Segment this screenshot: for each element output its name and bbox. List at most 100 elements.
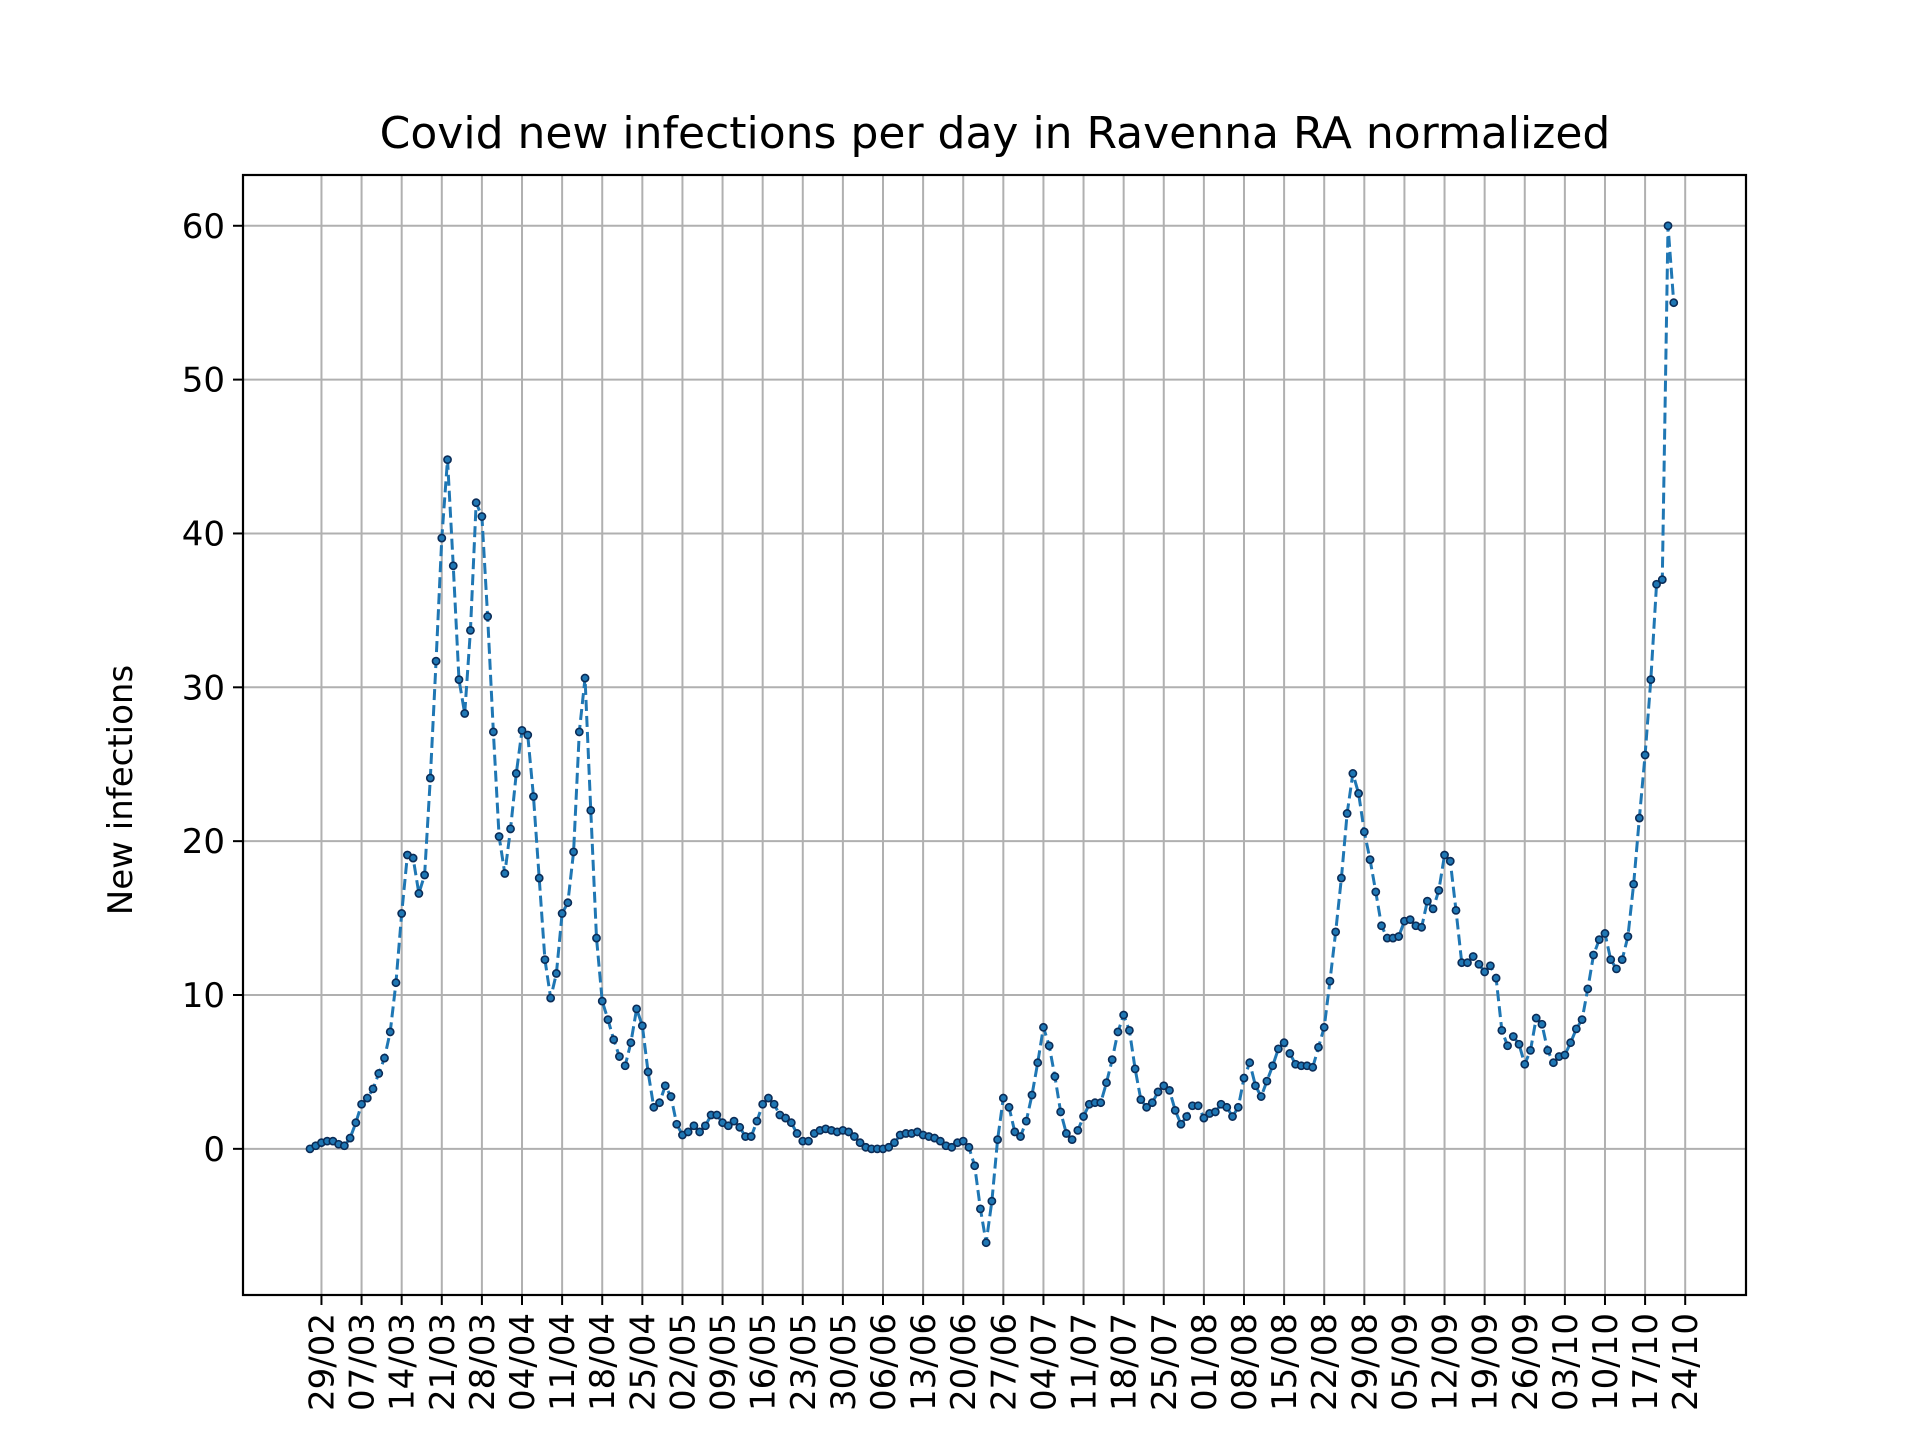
data-point: [569, 847, 578, 857]
data-point: [1193, 1101, 1203, 1111]
data-point: [414, 889, 424, 898]
data-point: [1239, 1073, 1249, 1083]
x-tick-label: 14/03: [383, 1313, 423, 1411]
x-tick-label: 01/08: [1185, 1313, 1225, 1411]
data-point: [1159, 1081, 1169, 1091]
data-point: [1331, 927, 1341, 937]
data-point: [1273, 1044, 1283, 1054]
x-tick-label: 04/07: [1024, 1313, 1064, 1411]
data-point: [420, 870, 429, 880]
data-point: [1245, 1058, 1255, 1068]
data-point: [1520, 1059, 1530, 1069]
data-point: [1508, 1032, 1518, 1041]
data-point: [1440, 850, 1449, 860]
data-point: [1531, 1013, 1541, 1023]
data-point: [385, 1027, 395, 1037]
data-point: [1394, 932, 1404, 941]
data-point: [546, 993, 556, 1003]
data-point: [460, 709, 470, 718]
data-point: [1182, 1112, 1192, 1121]
data-point: [1004, 1102, 1014, 1112]
data-point: [1314, 1042, 1323, 1052]
data-point: [1176, 1119, 1186, 1129]
data-point: [637, 1021, 647, 1031]
data-point: [935, 1136, 945, 1146]
data-point: [592, 933, 601, 943]
data-point: [1422, 896, 1432, 906]
data-point: [1107, 1055, 1117, 1065]
data-point: [643, 1067, 653, 1077]
data-point: [1600, 929, 1610, 938]
x-tick-label: 29/08: [1345, 1313, 1385, 1411]
data-point: [1233, 1102, 1243, 1112]
data-point: [511, 769, 521, 778]
data-point: [1142, 1102, 1151, 1112]
x-tick-label: 17/10: [1626, 1313, 1666, 1411]
data-point: [683, 1127, 693, 1137]
data-point: [660, 1081, 670, 1091]
data-point: [1606, 955, 1616, 965]
data-point: [339, 1141, 349, 1151]
x-tick-label: 23/05: [784, 1313, 824, 1411]
data-point: [368, 1084, 378, 1094]
x-tick-label: 27/06: [984, 1313, 1024, 1411]
data-point: [425, 773, 435, 783]
data-point: [1113, 1027, 1123, 1037]
data-point: [626, 1038, 636, 1048]
data-point: [345, 1133, 355, 1143]
data-point: [1377, 921, 1386, 931]
data-point: [1027, 1090, 1037, 1100]
data-point: [1417, 922, 1427, 932]
data-point: [1056, 1107, 1066, 1117]
data-point: [632, 1004, 642, 1014]
data-point: [1119, 1010, 1129, 1020]
data-point: [1434, 885, 1444, 895]
data-point: [970, 1161, 980, 1171]
data-point: [672, 1119, 682, 1129]
x-tick-label: 20/06: [944, 1313, 984, 1411]
data-point: [488, 727, 498, 737]
data-point: [764, 1093, 773, 1103]
data-point: [1445, 856, 1455, 866]
data-point: [700, 1121, 710, 1131]
data-point: [1543, 1045, 1553, 1055]
data-point: [1262, 1076, 1272, 1086]
data-point: [506, 824, 515, 834]
data-point: [1165, 1085, 1174, 1095]
data-point: [374, 1069, 384, 1078]
data-point: [586, 805, 596, 815]
data-point: [557, 909, 567, 918]
y-tick-label: 30: [182, 668, 225, 708]
data-point: [1222, 1102, 1232, 1112]
data-point: [529, 792, 538, 801]
data-point: [483, 612, 493, 621]
data-point: [947, 1142, 957, 1152]
data-point: [1016, 1132, 1025, 1141]
data-point: [1147, 1098, 1157, 1108]
data-point: [603, 1015, 613, 1025]
data-point: [1571, 1024, 1581, 1034]
data-point: [523, 730, 533, 740]
data-point: [723, 1121, 733, 1131]
data-point: [620, 1061, 630, 1071]
data-point: [380, 1053, 389, 1063]
data-point: [448, 561, 458, 571]
data-point: [551, 969, 561, 978]
x-tick-label: 25/07: [1145, 1313, 1185, 1411]
data-point: [958, 1136, 968, 1146]
data-point: [1589, 950, 1598, 960]
y-axis-label: New infections: [101, 665, 141, 915]
data-point: [1102, 1078, 1111, 1088]
data-point: [477, 512, 487, 521]
data-point: [454, 675, 464, 685]
y-tick-label: 40: [182, 514, 225, 554]
data-point: [1365, 855, 1375, 865]
data-point: [993, 1135, 1002, 1145]
data-point: [890, 1138, 899, 1148]
data-point: [781, 1113, 790, 1123]
data-point: [976, 1204, 985, 1214]
x-tick-label: 03/10: [1546, 1313, 1586, 1411]
x-tick-label: 28/03: [463, 1313, 503, 1411]
